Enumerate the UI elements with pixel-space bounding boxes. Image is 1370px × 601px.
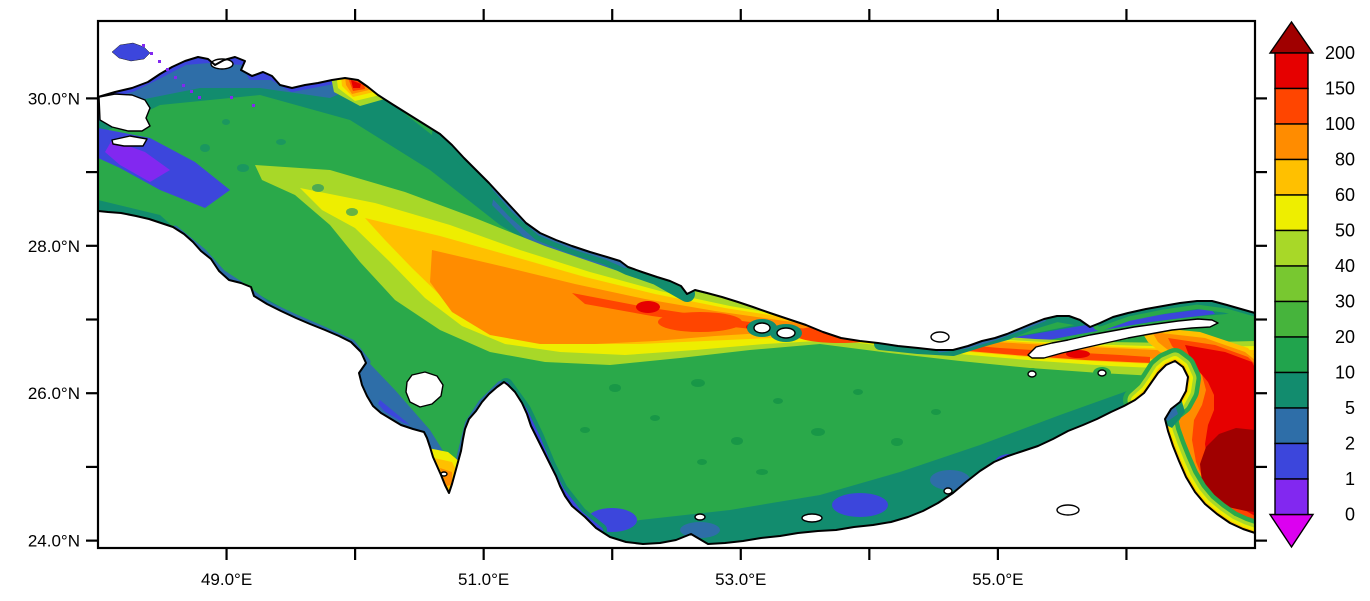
colorbar-cell [1274, 371, 1309, 409]
colorbar-cell [1274, 442, 1309, 480]
colorbar-cell [1274, 158, 1309, 196]
colorbar-label: 40 [1335, 256, 1355, 276]
colorbar-label: 2 [1345, 434, 1355, 454]
tunb-island-2 [1097, 369, 1107, 377]
teal-zone-north [98, 57, 640, 278]
tunb-island-1 [1027, 370, 1037, 378]
blue-patch-south-3 [832, 493, 888, 517]
island-1 [753, 322, 771, 334]
contour-band-80-100 [430, 250, 1255, 362]
contour-band-100-150 [572, 293, 1150, 363]
colorbar-under-arrow [1268, 513, 1315, 549]
colorbar-cell [1274, 194, 1309, 232]
depth-speckle-nw [200, 119, 358, 216]
or-lump-2 [794, 325, 886, 343]
colorbar-cell [1274, 229, 1309, 267]
colorbar-cell [1274, 87, 1309, 125]
y-tick-label: 24.0°N [28, 532, 80, 551]
colorbar-over-arrow [1268, 20, 1315, 54]
y-tick-label: 26.0°N [28, 384, 80, 403]
colorbar-label: 100 [1325, 114, 1355, 134]
colorbar-cell [1274, 336, 1309, 374]
colorbar-label: 10 [1335, 363, 1355, 383]
x-tick-label: 53.0°E [715, 570, 766, 589]
south-island-2 [801, 513, 823, 523]
colorbar-label: 150 [1325, 79, 1355, 99]
colorbar-label: 20 [1335, 327, 1355, 347]
colorbar-cell [1274, 300, 1309, 338]
colorbar-cell [1274, 407, 1309, 445]
colorbar-label: 0 [1345, 505, 1355, 525]
qeshm-island [1027, 318, 1219, 359]
blue-patch-south-4 [930, 470, 970, 490]
colorbar-cell [1274, 478, 1309, 516]
plot-frame [96, 19, 1257, 550]
teal-zone-south [560, 370, 1200, 544]
colorbar-label: 1 [1345, 469, 1355, 489]
oman-deep-core [1200, 428, 1255, 512]
red-spot-5 [1066, 350, 1090, 358]
south-island-3 [1056, 504, 1080, 516]
depth-speckle [580, 379, 941, 475]
violet-patch-nw [105, 140, 170, 182]
colorbar-label: 200 [1325, 43, 1355, 63]
south-island-4 [943, 487, 953, 495]
blue-patch-south-5 [995, 454, 1025, 470]
bathymetry-raster [98, 57, 1255, 544]
colorbar-label: 30 [1335, 292, 1355, 312]
delta-island [210, 58, 234, 70]
island-3 [930, 331, 950, 343]
x-tick-label: 49.0°E [201, 570, 252, 589]
axis-tick-labels: 49.0°E 51.0°E 53.0°E 55.0°E 30.0°N 28.0°N 26.0… [28, 89, 1024, 589]
axis-ticks [86, 9, 1267, 560]
bahrain-island [405, 371, 444, 408]
x-tick-label: 55.0°E [972, 570, 1023, 589]
inland-marsh [111, 42, 255, 107]
x-tick-label: 51.0°E [458, 570, 509, 589]
colorbar-label: 5 [1345, 398, 1355, 418]
y-tick-label: 28.0°N [28, 237, 80, 256]
island-2 [776, 327, 796, 339]
nw-sandbar [111, 135, 148, 147]
colorbar-label: 50 [1335, 221, 1355, 241]
y-tick-label: 30.0°N [28, 89, 80, 108]
colorbar-label: 60 [1335, 185, 1355, 205]
colorbar-label: 80 [1335, 150, 1355, 170]
or-lump-1 [658, 312, 742, 332]
nw-lagoon [98, 93, 151, 132]
colorbar-cell [1274, 123, 1309, 161]
islands [98, 58, 1219, 523]
colorbar-cell [1274, 265, 1309, 303]
colorbar-cell [1274, 52, 1309, 90]
south-island-1 [694, 513, 706, 521]
red-spot-1 [636, 301, 660, 313]
